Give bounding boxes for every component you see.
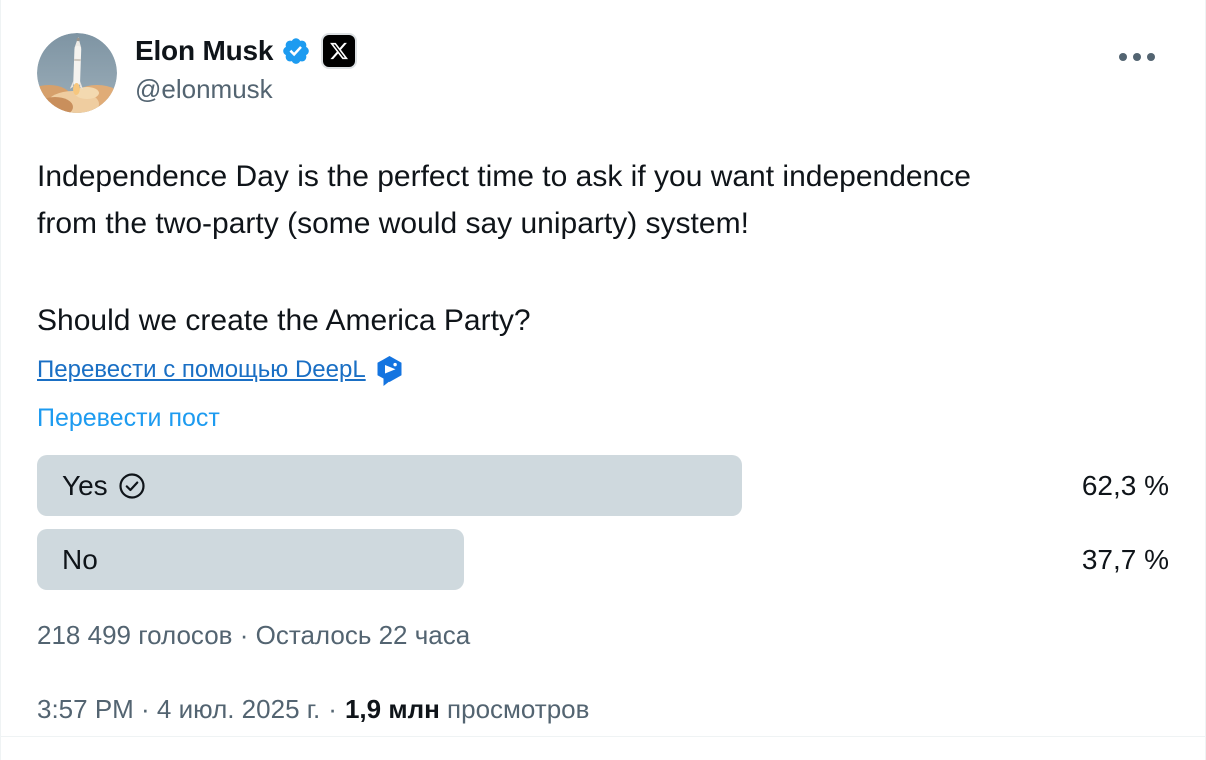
user-handle[interactable]: @elonmusk bbox=[135, 74, 273, 104]
deepl-translate-row: Перевести с помощью DeepL bbox=[37, 353, 1169, 387]
rocket-launch-photo bbox=[37, 33, 117, 113]
poll-option-label: No bbox=[62, 543, 98, 575]
poll-percent: 37,7 % bbox=[1081, 543, 1169, 575]
voted-check-icon bbox=[118, 472, 146, 500]
tweet-paragraph-2: Should we create the America Party? bbox=[37, 304, 531, 337]
views-label: просмотров bbox=[447, 694, 590, 724]
avatar[interactable] bbox=[37, 33, 117, 113]
poll-option-no: No 37,7 % bbox=[37, 529, 1169, 590]
tweet-line-2: from the two-party (some would say unipa… bbox=[37, 207, 749, 240]
tweet-footer: 3:57 PM · 4 июл. 2025 г. · 1,9 млн просмот… bbox=[37, 694, 1169, 725]
poll-bar-yes: Yes bbox=[37, 455, 743, 516]
poll-bar-no: No bbox=[37, 529, 464, 590]
translate-post-link[interactable]: Перевести пост bbox=[37, 404, 220, 432]
footer-separator: · bbox=[328, 694, 337, 724]
deepl-icon[interactable] bbox=[375, 355, 404, 387]
tweet-article: Elon Musk @elonmusk bbox=[1, 33, 1205, 737]
x-affiliate-badge-icon[interactable] bbox=[323, 35, 356, 67]
more-options-button[interactable] bbox=[1113, 47, 1161, 67]
name-row: Elon Musk bbox=[135, 35, 356, 67]
views-count: 1,9 млн bbox=[344, 694, 440, 724]
tweet-line-1: Independence Day is the perfect time to … bbox=[37, 160, 971, 193]
poll-option-yes: Yes 62,3 % bbox=[37, 455, 1169, 516]
poll-percent: 62,3 % bbox=[1081, 469, 1169, 501]
poll-option-label: Yes bbox=[62, 469, 108, 501]
user-info: Elon Musk @elonmusk bbox=[135, 35, 356, 105]
tweet-header: Elon Musk @elonmusk bbox=[37, 33, 1169, 113]
footer-divider bbox=[1, 736, 1205, 737]
more-ellipsis-icon bbox=[1119, 53, 1127, 61]
timestamp[interactable]: 3:57 PM · 4 июл. 2025 г. bbox=[37, 694, 321, 724]
display-name[interactable]: Elon Musk bbox=[135, 35, 274, 66]
poll: Yes 62,3 % No 37,7 % 218 499 голосов · О… bbox=[37, 455, 1169, 651]
poll-votes-meta: 218 499 голосов · Осталось 22 часа bbox=[37, 620, 471, 650]
tweet-text: Independence Day is the perfect time to … bbox=[37, 153, 1169, 344]
tweet-paragraph-1: Independence Day is the perfect time to … bbox=[37, 153, 1169, 247]
translate-with-deepl-link[interactable]: Перевести с помощью DeepL bbox=[37, 356, 366, 383]
verified-badge-icon bbox=[281, 36, 311, 66]
